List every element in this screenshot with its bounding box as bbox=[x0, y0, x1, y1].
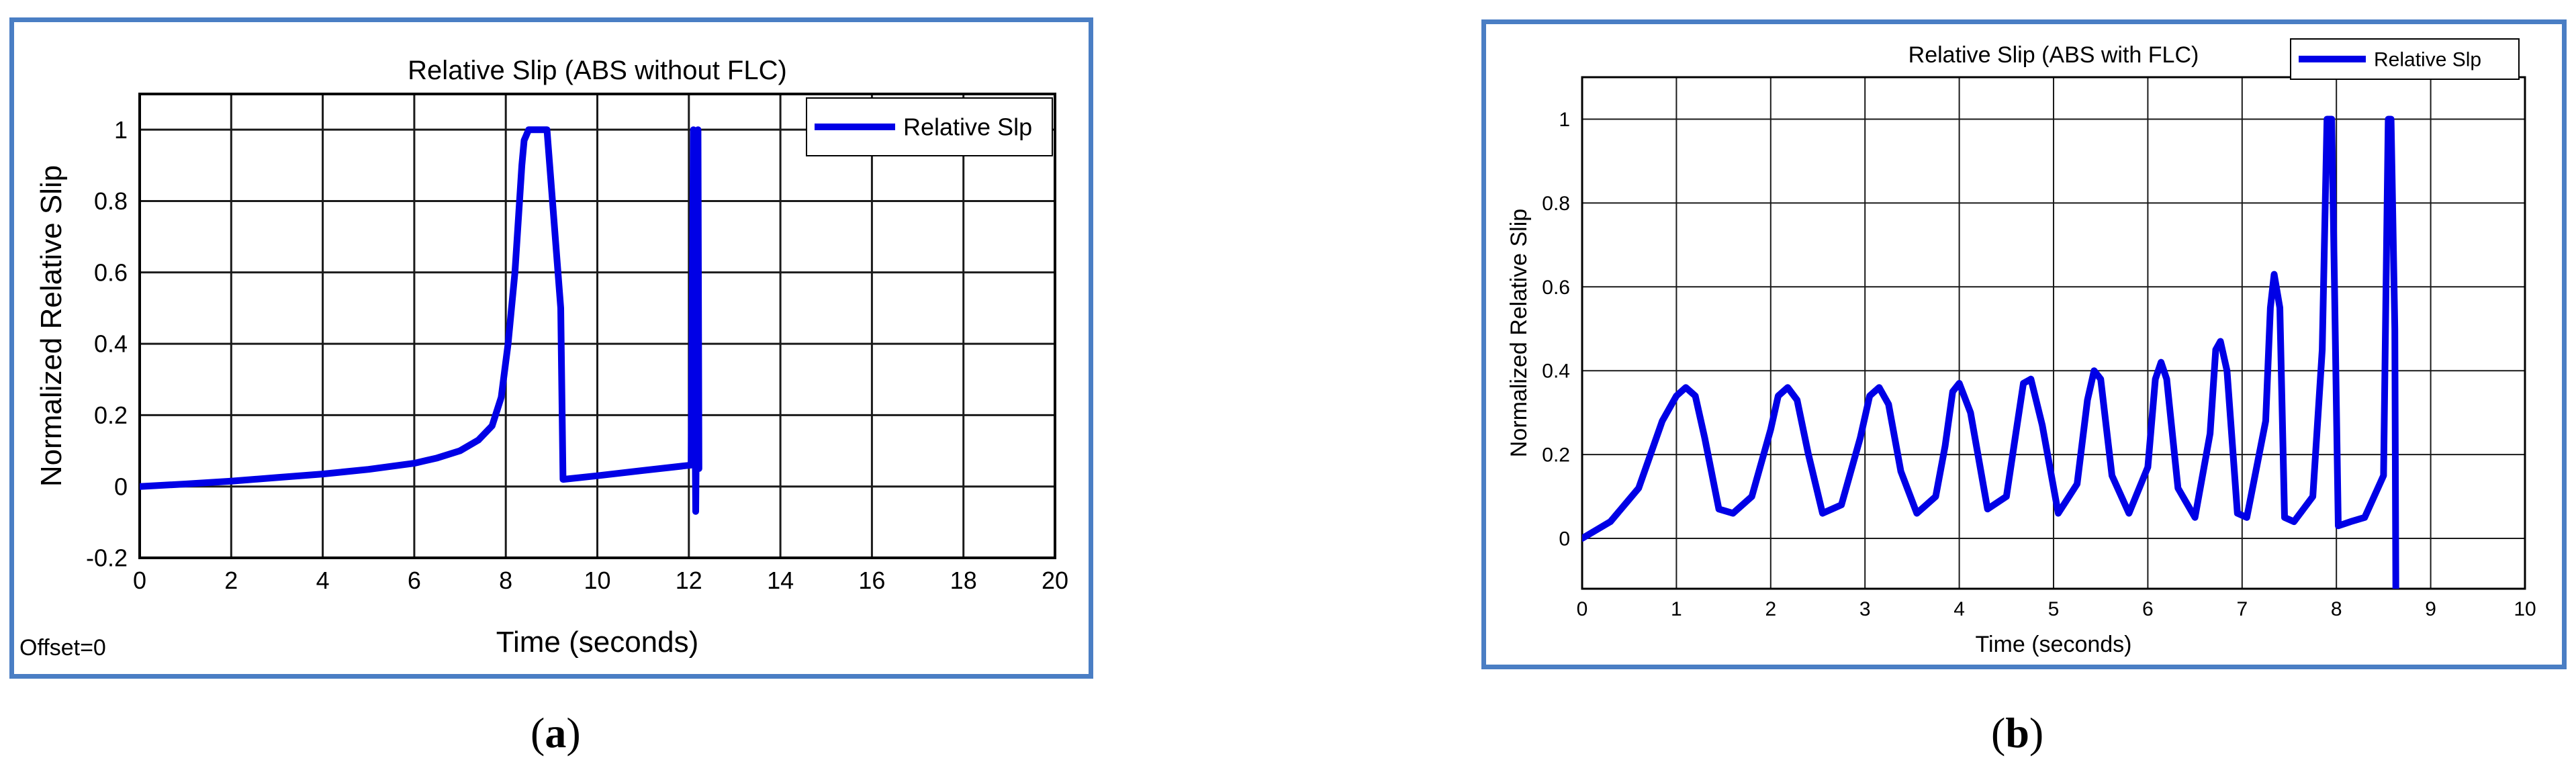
chart-a-x-tick-label: 0 bbox=[133, 567, 146, 594]
chart-b-x-tick-label: 9 bbox=[2425, 598, 2436, 620]
chart-b-x-tick-label: 0 bbox=[1577, 598, 1588, 620]
chart-b-y-tick-label: 0.6 bbox=[1542, 277, 1570, 299]
chart-a-footnote: Offset=0 bbox=[19, 635, 106, 661]
chart-a-x-tick-label: 12 bbox=[676, 567, 702, 594]
chart-panel-b: 0 1 2 3 4 5 6 7 8 9 10 0 0.2 0.4 0.6 0.8 1 Relative Slip … bbox=[1481, 19, 2567, 669]
chart-a-svg: 0 2 4 6 8 10 12 14 16 18 20-0.200.20.40.60.81Relat… bbox=[14, 22, 1089, 674]
chart-b-y-axis-label: Normalized Relative Slip bbox=[1506, 209, 1532, 457]
chart-b-y-tick-label: 0.2 bbox=[1542, 444, 1570, 467]
chart-b-x-tick-label: 7 bbox=[2236, 598, 2248, 620]
chart-a-y-tick-label: -0.2 bbox=[86, 544, 128, 572]
chart-b-x-tick-label: 5 bbox=[2048, 598, 2060, 620]
chart-a-y-tick-label: 0.4 bbox=[94, 330, 128, 358]
chart-a-title: Relative Slip (ABS without FLC) bbox=[408, 56, 787, 85]
chart-b-x-tick-label: 8 bbox=[2331, 598, 2342, 620]
chart-b-x-tick-label: 6 bbox=[2142, 598, 2154, 620]
chart-a-y-tick-label: 0.6 bbox=[94, 258, 128, 286]
chart-b-y-tick-label: 0 bbox=[1559, 528, 1570, 550]
caption-b: (b) bbox=[1991, 708, 2043, 758]
chart-a-y-axis-label: Normalized Relative Slip bbox=[35, 165, 68, 487]
chart-a-y-tick-label: 0.2 bbox=[94, 401, 128, 429]
chart-b-x-tick-label: 1 bbox=[1671, 598, 1682, 620]
chart-b-x-tick-label: 10 bbox=[2514, 598, 2536, 620]
caption-a: (a) bbox=[531, 708, 581, 758]
chart-b-svg: 0 1 2 3 4 5 6 7 8 9 10 0 0.2 0.4 0.6 0.8 1 Relative Slip … bbox=[1486, 24, 2562, 665]
chart-a-x-tick-label: 6 bbox=[408, 567, 421, 594]
chart-a-x-tick-label: 4 bbox=[316, 567, 330, 594]
chart-b-y-tick-label: 1 bbox=[1559, 109, 1570, 131]
chart-a-x-tick-label: 16 bbox=[858, 567, 885, 594]
chart-a-x-tick-label: 14 bbox=[767, 567, 794, 594]
chart-a-x-tick-label: 10 bbox=[584, 567, 610, 594]
chart-b-x-tick-label: 2 bbox=[1765, 598, 1776, 620]
chart-a-y-tick-label: 0.8 bbox=[94, 187, 128, 215]
chart-a-y-tick-label: 1 bbox=[114, 116, 128, 144]
chart-a-x-tick-label: 18 bbox=[950, 567, 977, 594]
chart-b-y-tick-label: 0.4 bbox=[1542, 360, 1570, 383]
chart-b-x-tick-label: 3 bbox=[1859, 598, 1871, 620]
chart-a-x-tick-label: 8 bbox=[499, 567, 512, 594]
chart-a-x-axis-label: Time (seconds) bbox=[496, 626, 699, 659]
chart-b-legend-label: Relative Slp bbox=[2374, 49, 2481, 71]
chart-a-y-tick-label: 0 bbox=[114, 473, 128, 500]
chart-a-x-tick-label: 20 bbox=[1042, 567, 1068, 594]
chart-panel-a: 0 2 4 6 8 10 12 14 16 18 20 -0.2 0 0.2 0.4 0.6 0.8 1 Relat… bbox=[9, 17, 1093, 679]
chart-a-x-tick-label: 2 bbox=[224, 567, 238, 594]
chart-b-x-tick-label: 4 bbox=[1953, 598, 1965, 620]
chart-b-title: Relative Slip (ABS with FLC) bbox=[1908, 42, 2199, 68]
chart-a-legend-label: Relative Slp bbox=[903, 113, 1032, 141]
chart-b-x-axis-label: Time (seconds) bbox=[1975, 632, 2131, 657]
chart-b-y-tick-label: 0.8 bbox=[1542, 193, 1570, 215]
